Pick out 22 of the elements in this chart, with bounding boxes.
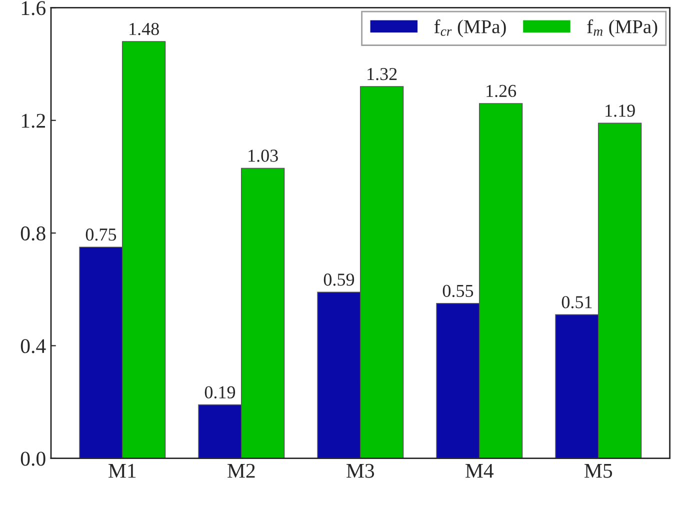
data-label: 0.51: [562, 296, 592, 308]
data-label: 0.19: [204, 386, 236, 398]
x-tick-label: M1: [108, 464, 136, 478]
data-label: 0.55: [442, 284, 474, 298]
y-tick-label: 0.8: [20, 226, 46, 241]
x-tick-label: M4: [466, 464, 494, 478]
y-tick-label: 0.0: [20, 452, 46, 466]
y-tick-label: 1.2: [22, 114, 45, 128]
data-label: 1.48: [130, 22, 159, 36]
x-tick-label: M2: [228, 464, 255, 478]
y-tick-label: 1.6: [22, 1, 46, 16]
data-label: 1.03: [248, 150, 278, 162]
x-tick-label: M5: [584, 464, 612, 478]
data-label: 0.75: [86, 228, 116, 241]
legend-label: f$_{cr}$ (MPa): [434, 19, 506, 38]
y-tick-label: 0.4: [20, 339, 46, 354]
legend-label: f$_{m}$ (MPa): [587, 19, 658, 38]
x-tick-label: M3: [346, 464, 374, 478]
data-label: 1.26: [486, 84, 516, 98]
data-label: 1.19: [606, 104, 635, 117]
data-label: 0.59: [324, 274, 354, 286]
data-label: 1.32: [368, 68, 397, 80]
